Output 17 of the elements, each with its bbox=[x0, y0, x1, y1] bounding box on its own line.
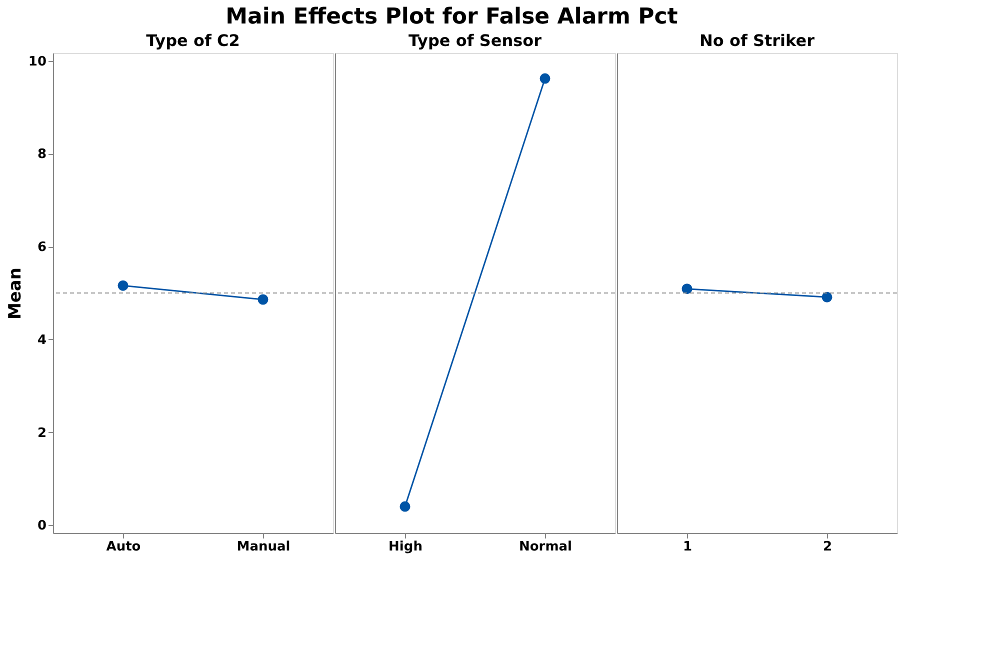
x-tick-label: Normal bbox=[519, 540, 572, 554]
y-tick-label: 0 bbox=[37, 518, 46, 534]
x-tick-label: 1 bbox=[682, 540, 692, 554]
y-tick-label: 8 bbox=[37, 147, 46, 162]
text: Main Effects Plot for False Alarm Pct bbox=[226, 4, 678, 30]
x-tick-label: High bbox=[388, 540, 422, 554]
x-tick-label: Auto bbox=[106, 540, 141, 554]
y-tick-label: 6 bbox=[37, 240, 46, 256]
x-tick-label: 2 bbox=[822, 540, 832, 554]
y-tick-label: 2 bbox=[37, 426, 46, 441]
y-tick-label: 4 bbox=[37, 332, 46, 348]
y-axis-title: Mean bbox=[5, 267, 26, 320]
x-tick-label: Manual bbox=[236, 540, 290, 554]
chart-subtitle: No of Striker bbox=[700, 31, 815, 50]
chart-subtitle: Type of Sensor bbox=[408, 31, 542, 50]
y-tick-label: 10 bbox=[28, 54, 46, 70]
chart-subtitle: Type of C2 bbox=[146, 31, 240, 50]
